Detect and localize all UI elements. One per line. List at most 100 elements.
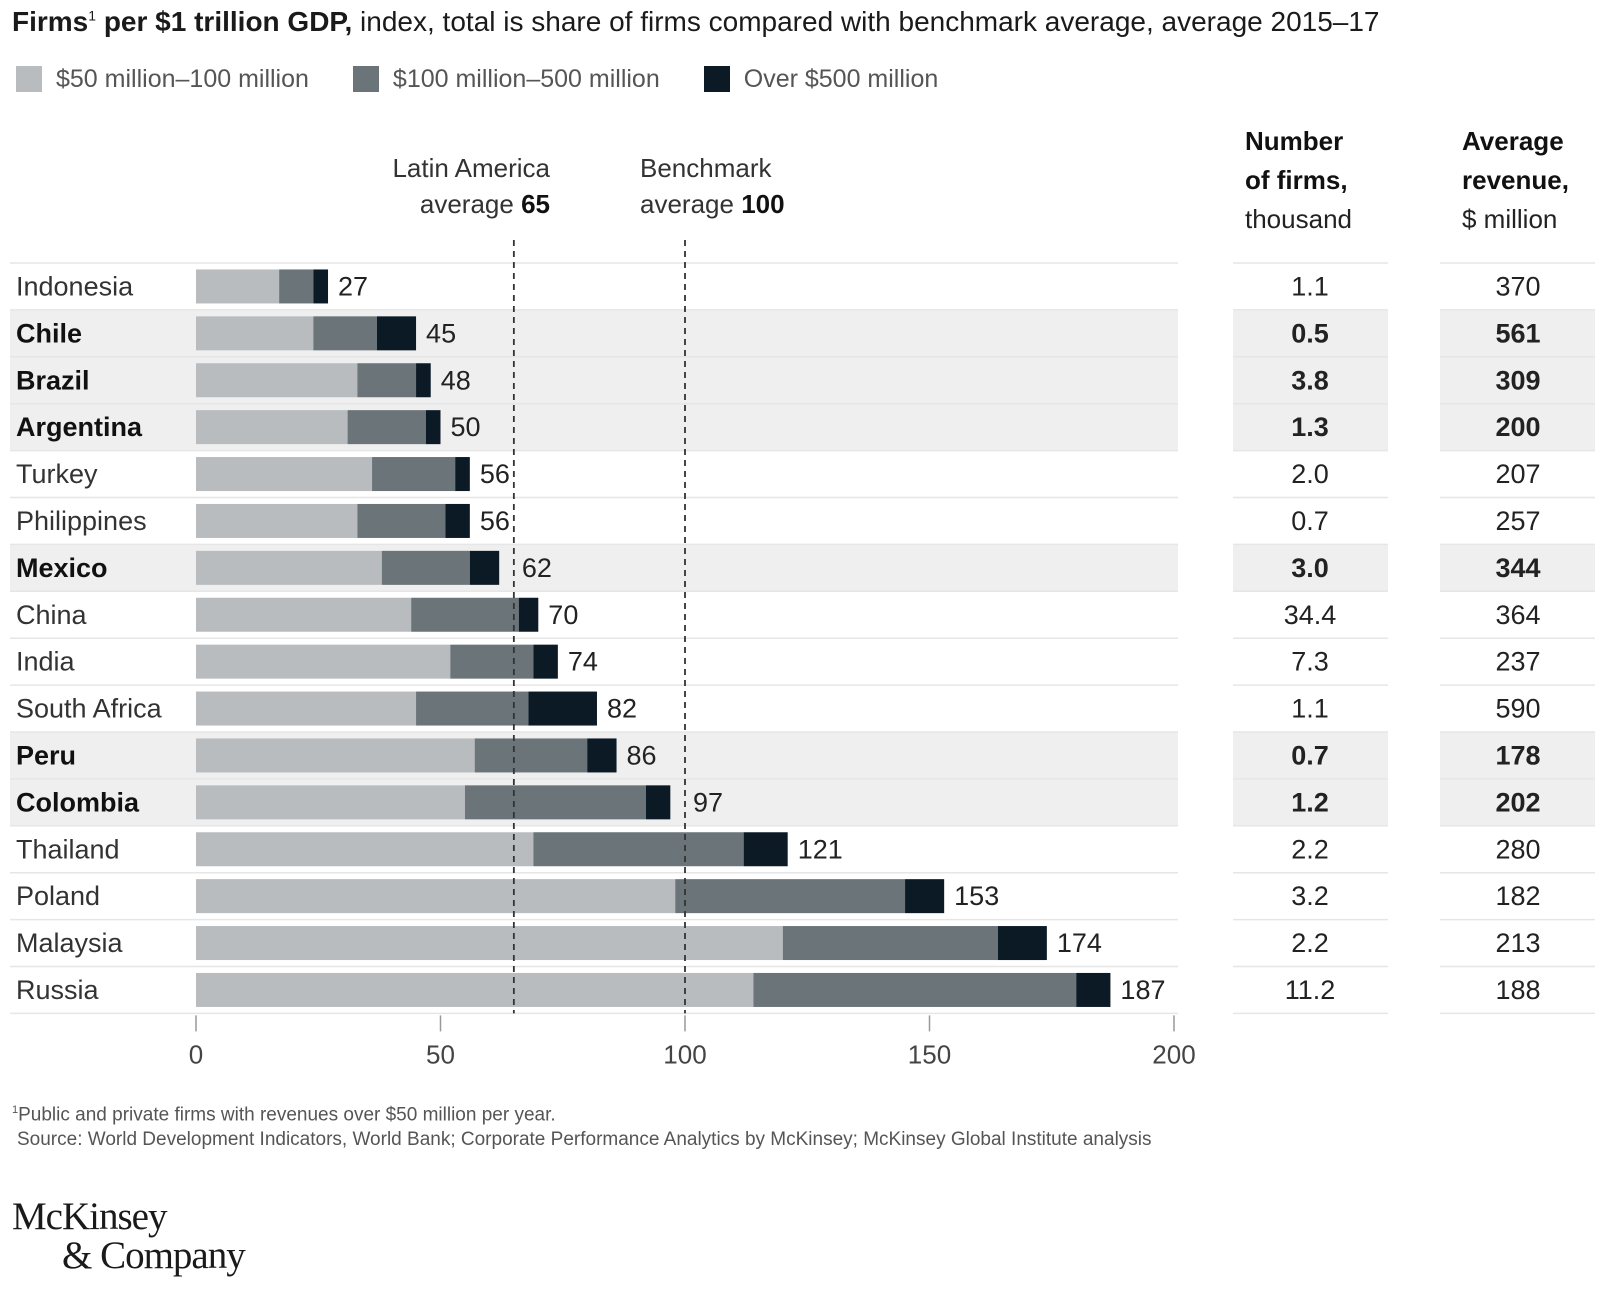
- latam-label-line2: average 65: [392, 186, 550, 222]
- bar-seg-5-0: [196, 503, 358, 538]
- footnote-line: 1Public and private firms with revenues …: [12, 1098, 1152, 1127]
- row-bg-6: [10, 544, 1178, 592]
- country-label-4: Turkey: [16, 459, 98, 489]
- firms-cell-11: 1.2: [1291, 787, 1329, 817]
- country-label-0: Indonesia: [16, 271, 134, 301]
- bar-seg-1-2: [376, 316, 417, 351]
- benchmark-average-label: Benchmark average 100: [640, 150, 785, 222]
- bar-seg-14-0: [196, 926, 783, 961]
- benchmark-label-average: average: [640, 189, 742, 219]
- bar-seg-7-1: [411, 597, 519, 632]
- country-label-10: Peru: [16, 740, 76, 770]
- row-bg-2: [10, 356, 1178, 404]
- chart-canvas: Indonesia 27 1.1 370 Chile 45 0.5 561 Brazil 48 3.…: [10, 240, 1595, 1069]
- country-label-9: South Africa: [16, 694, 163, 724]
- firms-cell-bg-10: [1233, 732, 1388, 779]
- bar-seg-14-1: [782, 926, 998, 961]
- bar-seg-8-1: [450, 644, 534, 679]
- x-tick-label-2: 100: [663, 1039, 706, 1069]
- total-label-11: 97: [693, 787, 723, 817]
- firms-cell-15: 11.2: [1285, 975, 1336, 1005]
- revenue-cell-bg-6: [1440, 544, 1595, 592]
- revenue-header-line2: revenue,: [1462, 161, 1569, 200]
- footnote-mark: 1: [12, 1104, 19, 1116]
- country-label-14: Malaysia: [16, 928, 124, 958]
- revenue-cell-14: 213: [1495, 928, 1540, 958]
- revenue-cell-bg-10: [1440, 732, 1595, 779]
- bar-seg-10-2: [587, 738, 617, 773]
- firms-header-line2: of firms,: [1245, 161, 1352, 200]
- bar-seg-11-2: [645, 785, 671, 820]
- mckinsey-logo: McKinsey & Company: [12, 1195, 246, 1275]
- revenue-cell-bg-1: [1440, 309, 1595, 357]
- revenue-cell-4: 207: [1495, 459, 1540, 489]
- x-tick-label-0: 0: [189, 1039, 203, 1069]
- revenue-cell-7: 364: [1495, 600, 1540, 630]
- firms-cell-4: 2.0: [1291, 459, 1329, 489]
- total-label-4: 56: [480, 459, 510, 489]
- firms-cell-3: 1.3: [1291, 412, 1329, 442]
- x-tick-label-3: 150: [908, 1039, 951, 1069]
- bar-seg-12-1: [533, 832, 744, 867]
- bar-seg-8-0: [196, 644, 451, 679]
- revenue-cell-2: 309: [1495, 365, 1540, 395]
- bar-seg-5-2: [445, 503, 470, 538]
- bar-seg-3-1: [347, 410, 426, 445]
- country-label-6: Mexico: [16, 553, 108, 583]
- latam-label-line1: Latin America: [392, 153, 550, 183]
- bar-seg-0-2: [313, 269, 329, 304]
- logo-line1: McKinsey: [12, 1195, 167, 1238]
- bar-seg-15-2: [1076, 972, 1111, 1007]
- legend: $50 million–100 million $100 million–500…: [16, 64, 982, 94]
- revenue-cell-bg-3: [1440, 403, 1595, 451]
- legend-label-medium: $100 million–500 million: [392, 64, 660, 93]
- footnote-text: Public and private firms with revenues o…: [18, 1104, 556, 1126]
- bar-seg-7-2: [518, 597, 539, 632]
- bar-seg-9-2: [528, 691, 597, 726]
- source-line: Source: World Development Indicators, Wo…: [17, 1129, 1152, 1151]
- total-label-1: 45: [426, 318, 456, 348]
- firms-cell-8: 7.3: [1291, 647, 1329, 677]
- country-label-8: India: [16, 647, 76, 677]
- revenue-cell-13: 182: [1495, 881, 1540, 911]
- total-label-2: 48: [441, 365, 471, 395]
- firms-cell-bg-2: [1233, 356, 1388, 404]
- row-bg-1: [10, 309, 1178, 357]
- benchmark-label-line2: average 100: [640, 186, 785, 222]
- revenue-cell-15: 188: [1495, 975, 1540, 1005]
- total-label-8: 74: [568, 647, 598, 677]
- legend-swatch-large: [703, 66, 730, 92]
- bar-seg-1-0: [196, 316, 314, 351]
- revenue-cell-1: 561: [1495, 318, 1540, 348]
- revenue-cell-3: 200: [1495, 412, 1540, 442]
- x-tick-label-4: 200: [1152, 1039, 1195, 1069]
- revenue-cell-8: 237: [1495, 647, 1540, 677]
- firms-cell-1: 0.5: [1291, 318, 1329, 348]
- bar-seg-9-1: [416, 691, 529, 726]
- bar-seg-13-0: [196, 879, 676, 914]
- bar-seg-13-1: [675, 879, 906, 914]
- bar-seg-11-0: [196, 785, 465, 820]
- total-label-3: 50: [451, 412, 481, 442]
- latam-label-value: 65: [521, 189, 550, 219]
- revenue-cell-11: 202: [1495, 787, 1540, 817]
- revenue-cell-bg-2: [1440, 356, 1595, 404]
- bar-seg-4-2: [455, 457, 470, 492]
- country-label-12: Thailand: [16, 834, 120, 864]
- bar-seg-2-2: [416, 363, 431, 398]
- firms-cell-6: 3.0: [1291, 553, 1329, 583]
- title-rest: index, total is share of firms compared …: [352, 6, 1380, 37]
- bar-seg-2-0: [196, 363, 358, 398]
- country-label-7: China: [16, 600, 88, 630]
- firms-cell-12: 2.2: [1291, 834, 1329, 864]
- country-label-2: Brazil: [16, 365, 90, 395]
- total-label-6: 62: [522, 553, 552, 583]
- bar-seg-3-2: [425, 410, 441, 445]
- revenue-cell-10: 178: [1495, 740, 1540, 770]
- revenue-header-line3: $ million: [1462, 204, 1558, 234]
- footnote: 1Public and private firms with revenues …: [12, 1098, 1152, 1152]
- total-label-14: 174: [1057, 928, 1102, 958]
- firms-header-line3: thousand: [1245, 204, 1352, 234]
- country-label-15: Russia: [16, 975, 100, 1005]
- country-label-13: Poland: [16, 881, 100, 911]
